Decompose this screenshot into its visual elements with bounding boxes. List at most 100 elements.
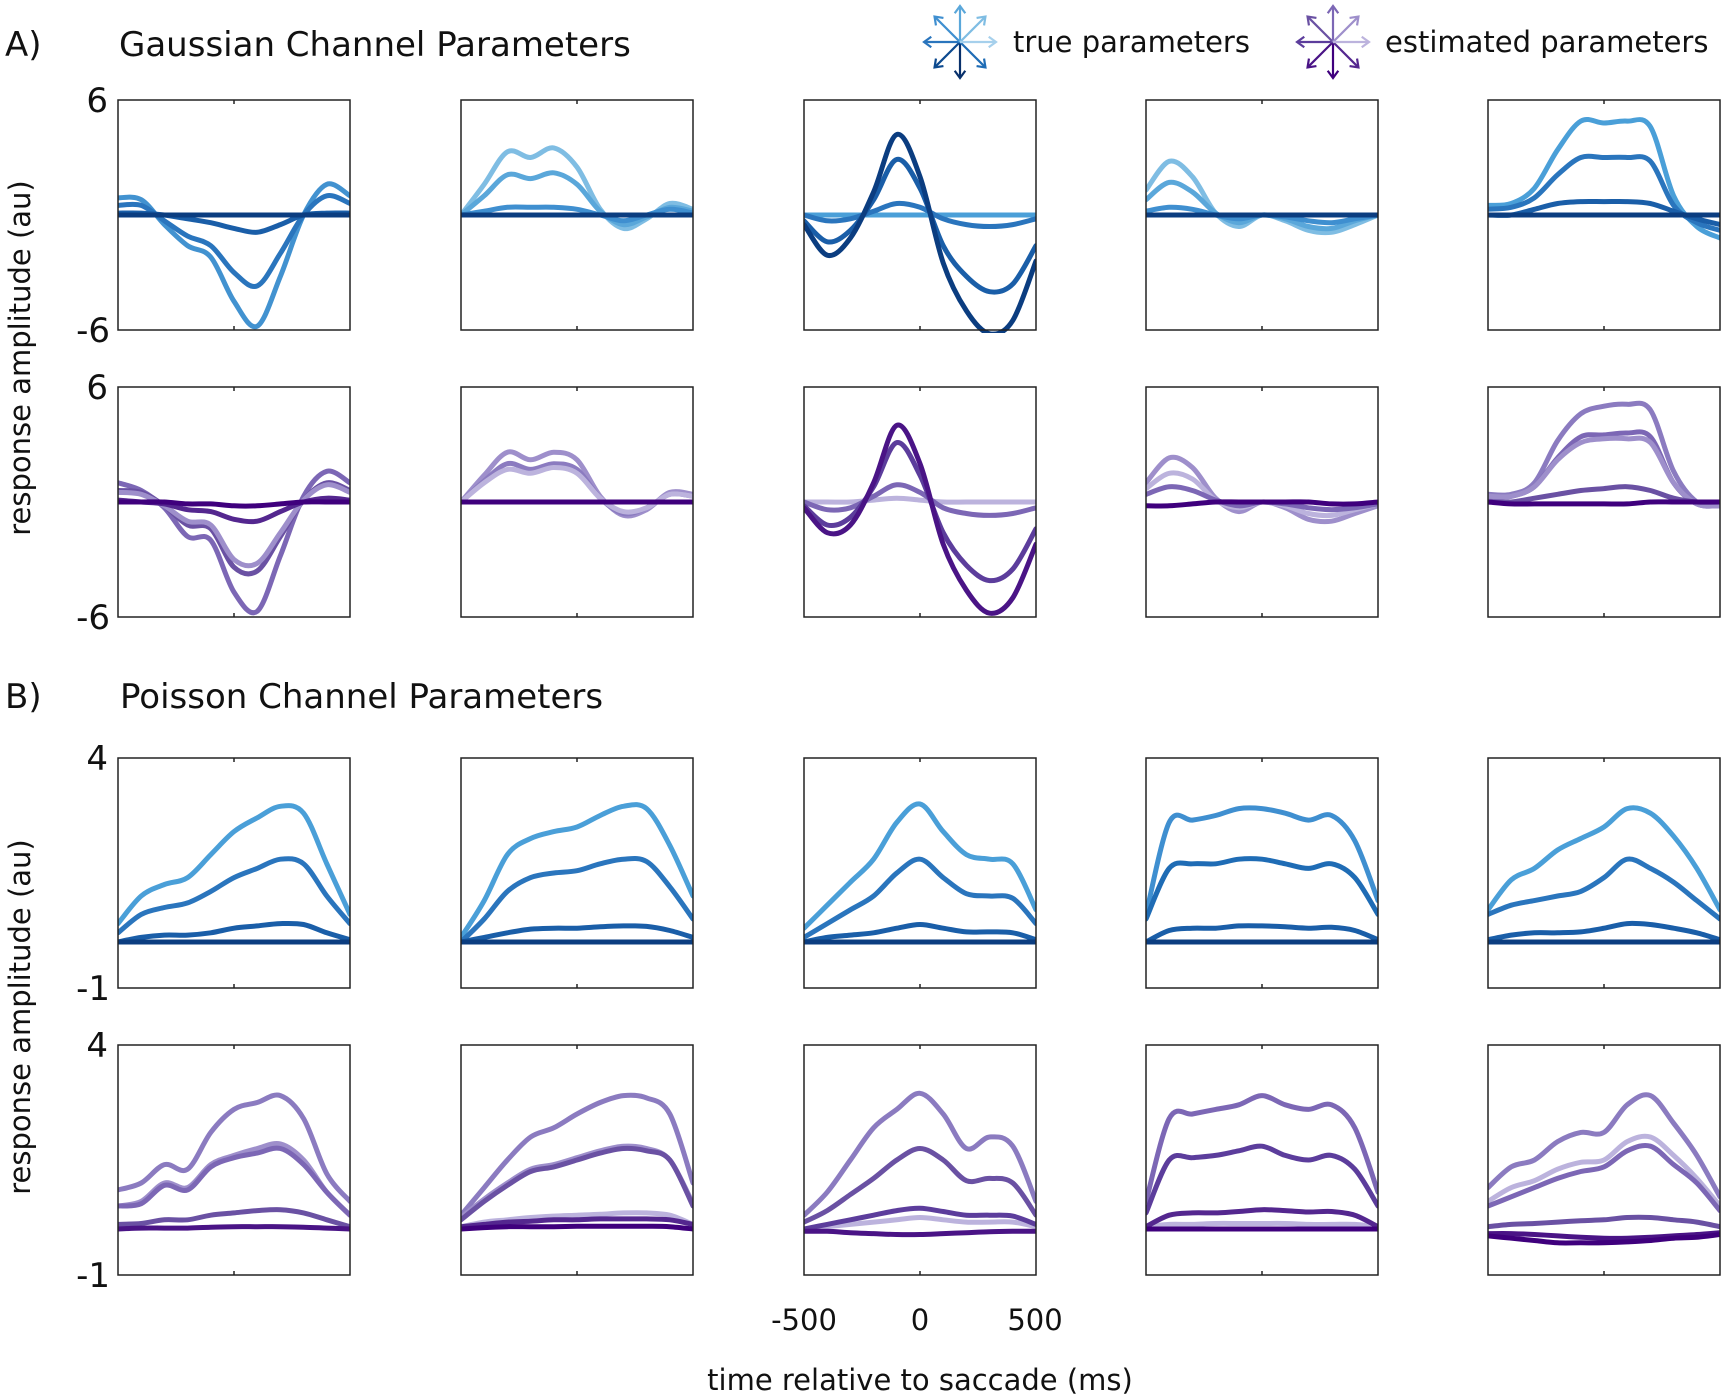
arrow-shaft bbox=[1306, 15, 1334, 43]
y-axis-label-a: response amplitude (au) bbox=[3, 180, 37, 535]
panel-a-true-3 bbox=[803, 99, 1037, 333]
series-line bbox=[1488, 1232, 1720, 1246]
series-line bbox=[804, 131, 1036, 333]
series-line bbox=[1146, 499, 1378, 509]
series-line bbox=[804, 1215, 1036, 1232]
series-line bbox=[1146, 856, 1378, 922]
panel-b-true-1: 4 -1 bbox=[76, 739, 351, 1009]
panel-a-estimated-5 bbox=[1487, 386, 1721, 618]
panel-a-estimated-3 bbox=[803, 386, 1037, 618]
x-axis-label: time relative to saccade (ms) bbox=[707, 1363, 1133, 1397]
series-line bbox=[1488, 856, 1720, 922]
panel-b-estimated-4 bbox=[1145, 1044, 1379, 1276]
series-line bbox=[804, 200, 1036, 229]
arrow-head bbox=[1326, 70, 1340, 80]
arrow-shaft bbox=[933, 41, 961, 69]
series-line bbox=[461, 923, 693, 945]
panel-b-estimated-5 bbox=[1487, 1044, 1721, 1276]
y-tick-label-max: 4 bbox=[86, 739, 108, 779]
series-line bbox=[1146, 923, 1378, 945]
series-line bbox=[1146, 1207, 1378, 1230]
arrow-head bbox=[1361, 35, 1371, 49]
series-line bbox=[804, 1205, 1036, 1232]
series-line bbox=[461, 1143, 693, 1220]
radial-arrows-purple-icon bbox=[1295, 4, 1371, 80]
y-tick-label-max: 6 bbox=[86, 368, 108, 408]
series-line bbox=[804, 1090, 1036, 1218]
series-line bbox=[804, 1146, 1036, 1225]
series-line bbox=[118, 856, 350, 936]
series-line bbox=[1488, 1214, 1720, 1230]
section-a-tag: A) bbox=[5, 25, 42, 65]
series-line bbox=[118, 1145, 350, 1218]
series-line bbox=[1146, 1093, 1378, 1204]
panel-frame bbox=[803, 1044, 1037, 1276]
series-line bbox=[1488, 805, 1720, 913]
arrow-head bbox=[953, 4, 967, 14]
series-line bbox=[118, 1224, 350, 1232]
series-line bbox=[118, 499, 350, 509]
arrow-shaft bbox=[959, 41, 987, 69]
y-tick-label-min: -1 bbox=[76, 969, 110, 1009]
series-line bbox=[461, 1092, 693, 1218]
arrow-head bbox=[988, 35, 998, 49]
arrow-shaft bbox=[959, 15, 987, 43]
y-axis-label-b: response amplitude (au) bbox=[3, 839, 37, 1194]
arrow-shaft bbox=[1306, 41, 1334, 69]
series-line bbox=[1146, 805, 1378, 917]
panel-a-estimated-1: 6 -6 bbox=[76, 368, 351, 638]
y-tick-label-min: -1 bbox=[76, 1256, 110, 1296]
series-line bbox=[804, 482, 1036, 518]
series-line bbox=[804, 922, 1036, 945]
panel-b-true-4 bbox=[1145, 757, 1379, 989]
section-b-tag: B) bbox=[5, 677, 42, 717]
legend: true parameters estimated parameters bbox=[922, 4, 1708, 80]
panel-a-true-5 bbox=[1487, 99, 1721, 331]
arrow-head bbox=[922, 35, 932, 49]
series-line bbox=[118, 1092, 350, 1204]
series-line bbox=[1488, 1092, 1720, 1200]
series-line bbox=[118, 1207, 350, 1230]
y-tick-label-min: -6 bbox=[76, 311, 110, 351]
series-line bbox=[804, 801, 1036, 931]
section-a-title: Gaussian Channel Parameters bbox=[119, 25, 631, 65]
series-line bbox=[1146, 1220, 1378, 1230]
radial-arrows-blue-icon bbox=[922, 4, 998, 80]
series-line bbox=[1488, 499, 1720, 507]
arrow-head bbox=[1306, 58, 1317, 69]
series-line bbox=[1146, 1143, 1378, 1216]
series-line bbox=[804, 856, 1036, 940]
arrow-head bbox=[1349, 58, 1360, 69]
series-line bbox=[1488, 117, 1720, 241]
series-line bbox=[118, 803, 350, 927]
arrow-head bbox=[1326, 4, 1340, 14]
panel-frame bbox=[803, 757, 1037, 989]
arrow-head bbox=[933, 15, 944, 26]
panel-b-true-5 bbox=[1487, 757, 1721, 989]
section-b-title: Poisson Channel Parameters bbox=[120, 677, 603, 717]
arrow-head bbox=[976, 15, 987, 26]
panel-b-estimated-3 bbox=[803, 1044, 1037, 1276]
arrow-shaft bbox=[1332, 15, 1360, 43]
series-line bbox=[1488, 1142, 1720, 1214]
arrow-head bbox=[953, 70, 967, 80]
arrow-head bbox=[976, 58, 987, 69]
series-line bbox=[461, 1216, 693, 1230]
arrow-shaft bbox=[1332, 41, 1360, 69]
series-line bbox=[461, 1223, 693, 1232]
y-tick-label-max: 6 bbox=[86, 81, 108, 121]
arrow-head bbox=[933, 58, 944, 69]
series-line bbox=[461, 465, 693, 515]
series-line bbox=[804, 440, 1036, 584]
panel-a-estimated-4 bbox=[1145, 386, 1379, 618]
panel-a-true-2 bbox=[460, 99, 694, 331]
series-line bbox=[804, 156, 1036, 295]
x-tick-label-neg500: -500 bbox=[771, 1303, 837, 1337]
y-tick-label-max: 4 bbox=[86, 1026, 108, 1066]
series-line bbox=[461, 1145, 693, 1223]
panel-b-estimated-1: 4 -1 bbox=[76, 1026, 351, 1296]
series-line bbox=[1488, 920, 1720, 943]
panel-frame bbox=[117, 757, 351, 989]
series-line bbox=[461, 802, 693, 940]
